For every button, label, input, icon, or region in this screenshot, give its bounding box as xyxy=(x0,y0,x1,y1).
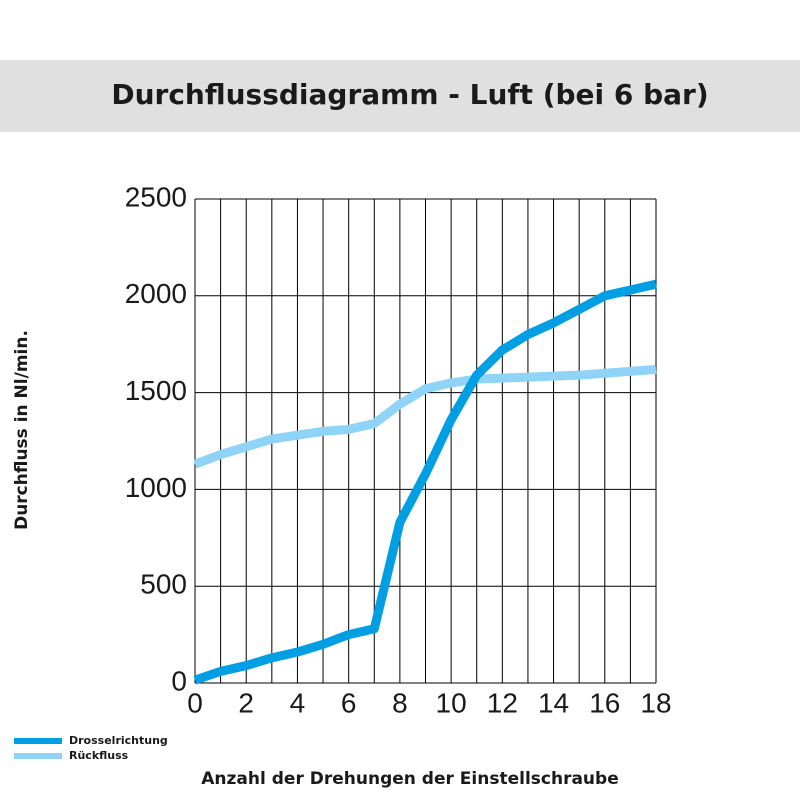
x-tick-label: 2 xyxy=(238,687,254,718)
legend-label: Drosselrichtung xyxy=(69,734,168,747)
title-band xyxy=(0,60,800,132)
y-tick-label: 1500 xyxy=(125,375,187,406)
data-line xyxy=(193,279,657,685)
x-tick-label: 0 xyxy=(187,687,203,718)
legend-label: Rückfluss xyxy=(69,749,129,762)
y-tick-label: 500 xyxy=(140,569,187,600)
x-tick-label: 14 xyxy=(538,687,569,718)
y-tick-label: 2000 xyxy=(125,278,187,309)
x-tick-label: 18 xyxy=(640,687,671,718)
x-tick-label: 8 xyxy=(392,687,408,718)
y-axis-label: Durchfluss in Nl/min. xyxy=(12,330,32,530)
x-tick-label: 6 xyxy=(341,687,357,718)
x-tick-label: 10 xyxy=(436,687,467,718)
y-tick-label: 1000 xyxy=(125,472,187,503)
x-axis-label: Anzahl der Drehungen der Einstellschraub… xyxy=(201,769,618,789)
x-tick-label: 4 xyxy=(290,687,306,718)
y-tick-label: 2500 xyxy=(125,181,187,212)
x-tick-label: 16 xyxy=(589,687,620,718)
chart-title: Durchflussdiagramm - Luft (bei 6 bar) xyxy=(111,78,708,111)
data-line xyxy=(193,364,657,469)
x-tick-label: 12 xyxy=(487,687,518,718)
y-tick-label: 0 xyxy=(171,665,187,696)
